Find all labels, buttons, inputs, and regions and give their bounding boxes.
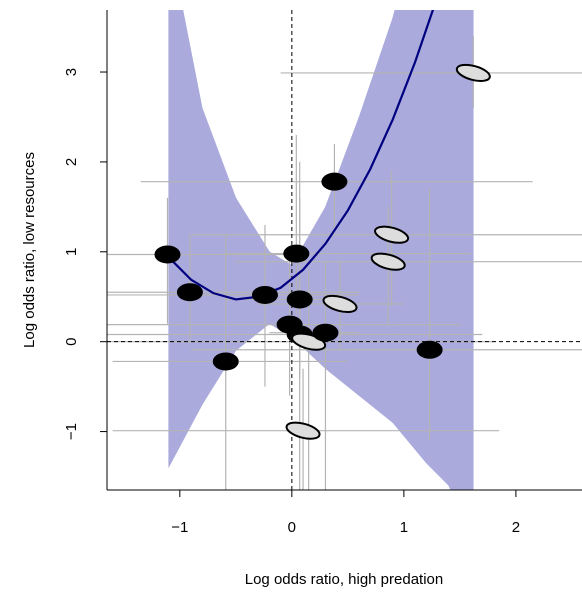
x-tick-label: 1	[400, 519, 408, 536]
y-tick-label: 3	[63, 68, 80, 76]
x-tick-label: 0	[288, 519, 296, 536]
animal-marker	[251, 285, 278, 304]
animal-marker	[176, 283, 203, 302]
animal-marker	[154, 245, 181, 264]
animal-marker	[212, 352, 239, 371]
animal-marker	[286, 290, 313, 309]
y-tick-label: −1	[63, 423, 80, 440]
y-tick-label: 2	[63, 158, 80, 166]
animal-marker	[312, 323, 339, 342]
y-tick-label: 0	[63, 338, 80, 346]
x-axis-label: Log odds ratio, high predation	[245, 571, 443, 588]
confidence-band	[325, 116, 360, 397]
animal-marker	[276, 315, 303, 334]
seed-marker	[322, 294, 358, 313]
seed-marker	[455, 63, 491, 82]
plot-area	[107, 10, 582, 490]
seed-marker	[285, 421, 321, 440]
animal-marker	[416, 340, 443, 359]
x-tick-label: −1	[171, 519, 188, 536]
confidence-band	[168, 10, 203, 468]
animal-marker	[321, 172, 348, 191]
confidence-band	[448, 10, 474, 490]
animal-marker	[283, 244, 310, 263]
seed-marker	[374, 225, 410, 244]
y-axis-label: Log odds ratio, low resources	[21, 152, 38, 348]
seed-marker	[370, 252, 406, 271]
y-tick-label: 1	[63, 248, 80, 256]
fit-curve	[167, 10, 435, 301]
x-tick-label: 2	[512, 519, 520, 536]
